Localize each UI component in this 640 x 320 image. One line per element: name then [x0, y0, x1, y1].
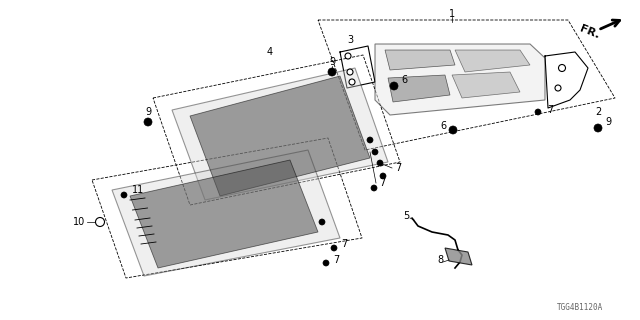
Text: 7: 7 [395, 163, 401, 173]
Circle shape [377, 160, 383, 166]
Text: 7: 7 [547, 105, 553, 115]
Polygon shape [112, 150, 340, 276]
Text: FR.: FR. [579, 24, 602, 40]
Circle shape [349, 79, 355, 85]
Circle shape [323, 260, 329, 266]
Text: 3: 3 [347, 35, 353, 45]
Text: TGG4B1120A: TGG4B1120A [557, 303, 603, 312]
Text: 7: 7 [379, 178, 385, 188]
Circle shape [555, 85, 561, 91]
Polygon shape [445, 248, 472, 265]
Text: 9: 9 [605, 117, 611, 127]
Circle shape [594, 124, 602, 132]
Circle shape [331, 245, 337, 251]
Text: 7: 7 [333, 255, 339, 265]
Text: 2: 2 [595, 107, 601, 117]
Text: 1: 1 [449, 9, 455, 19]
Circle shape [390, 82, 398, 90]
Text: 6: 6 [440, 121, 446, 131]
Text: 10: 10 [73, 217, 85, 227]
Circle shape [559, 65, 566, 71]
Text: 5: 5 [403, 211, 409, 221]
Circle shape [347, 69, 353, 75]
Polygon shape [172, 68, 388, 200]
Circle shape [121, 192, 127, 198]
Circle shape [371, 185, 377, 191]
Polygon shape [385, 50, 455, 70]
Circle shape [449, 126, 457, 134]
Text: 4: 4 [267, 47, 273, 57]
Circle shape [372, 149, 378, 155]
Circle shape [535, 109, 541, 115]
Circle shape [367, 137, 373, 143]
Circle shape [144, 118, 152, 126]
Circle shape [328, 68, 336, 76]
Polygon shape [452, 72, 520, 98]
Polygon shape [130, 160, 318, 268]
Text: 7: 7 [341, 239, 347, 249]
Polygon shape [190, 76, 370, 196]
Circle shape [345, 53, 351, 59]
Circle shape [380, 173, 386, 179]
Text: 8: 8 [437, 255, 443, 265]
Circle shape [95, 218, 104, 227]
Polygon shape [375, 44, 545, 115]
Circle shape [319, 219, 325, 225]
Text: 9: 9 [145, 107, 151, 117]
Text: 6: 6 [401, 75, 407, 85]
Polygon shape [388, 75, 450, 102]
Polygon shape [455, 50, 530, 72]
Text: 9: 9 [329, 57, 335, 67]
Text: 11: 11 [132, 185, 144, 195]
